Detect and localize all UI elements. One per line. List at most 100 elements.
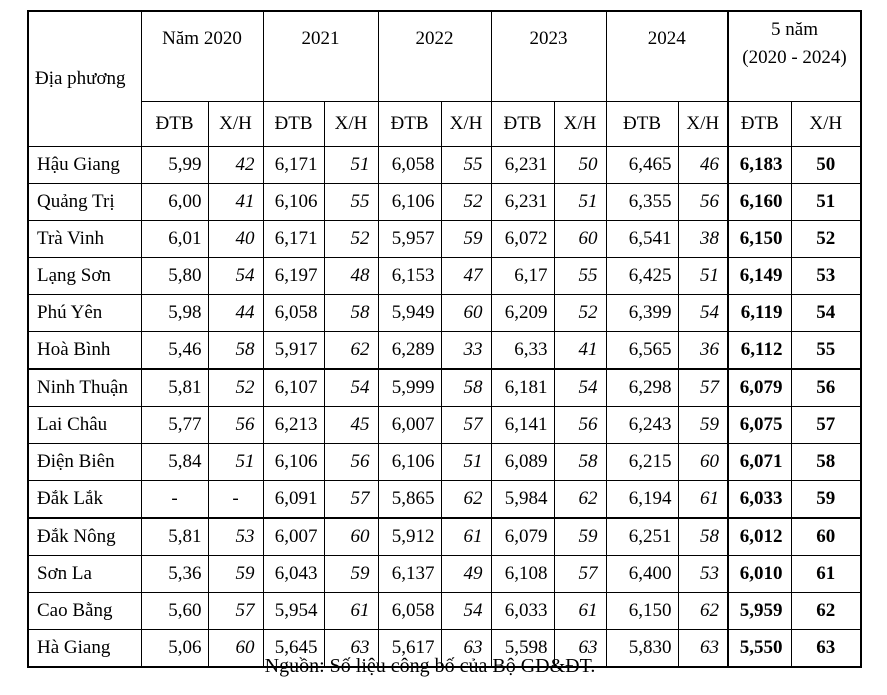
subheader-cell: X/H: [677, 101, 729, 147]
value-cell: 6,106: [377, 443, 442, 481]
value-cell: 38: [677, 220, 729, 258]
subheader-cell: ĐTB: [605, 101, 679, 147]
value-cell: 6,153: [377, 257, 442, 295]
value-cell: 6,213: [262, 406, 325, 444]
value-cell: 6,072: [490, 220, 555, 258]
value-cell: 51: [677, 257, 729, 295]
value-cell: 51: [440, 443, 492, 481]
value-cell: 6,089: [490, 443, 555, 481]
value-cell: 6,171: [262, 146, 325, 184]
value-cell: 6,197: [262, 257, 325, 295]
value-cell: 54: [207, 257, 264, 295]
value-cell: 6,106: [262, 443, 325, 481]
value-cell: 5,984: [490, 480, 555, 519]
value-cell: 6,181: [490, 368, 555, 407]
header-cell: Năm 2020: [140, 10, 264, 102]
value-cell: 6,075: [727, 406, 792, 444]
value-cell: 52: [790, 220, 862, 258]
value-cell: 57: [790, 406, 862, 444]
subheader-cell: X/H: [790, 101, 862, 147]
value-cell: 6,058: [377, 592, 442, 630]
value-cell: 60: [677, 443, 729, 481]
value-cell: 5,865: [377, 480, 442, 519]
data-row: Điện Biên 5,84 51 6,106 56 6,106 51 6,089 58 6,21…: [27, 443, 862, 481]
value-cell: 50: [790, 146, 862, 184]
data-row: Đắk Nông 5,81 53 6,007 60 5,912 61 6,079 59 6,251…: [27, 517, 862, 556]
value-cell: 6,243: [605, 406, 679, 444]
value-cell: 59: [323, 555, 379, 593]
value-cell: 54: [677, 294, 729, 332]
region-cell: Đắk Lắk: [27, 480, 142, 519]
subheader-cell: X/H: [553, 101, 607, 147]
region-cell: Ninh Thuận: [27, 368, 142, 407]
region-cell: Sơn La: [27, 555, 142, 593]
value-cell: 5,957: [377, 220, 442, 258]
value-cell: 5,959: [727, 592, 792, 630]
subheader-row: ĐTB X/H ĐTB X/H ĐTB X/H ĐTB X/H ĐTB X/H ĐTB X/H: [28, 101, 862, 147]
value-cell: 6,106: [262, 183, 325, 221]
value-cell: 6,137: [377, 555, 442, 593]
value-cell: 62: [553, 480, 607, 519]
value-cell: 50: [553, 146, 607, 184]
value-cell: 5,917: [262, 331, 325, 370]
value-cell: 58: [790, 443, 862, 481]
value-cell: 59: [553, 517, 607, 556]
value-cell: 5,84: [140, 443, 209, 481]
value-cell: 53: [677, 555, 729, 593]
value-cell: 56: [790, 368, 862, 407]
value-cell: 61: [790, 555, 862, 593]
header-cell: 2021: [262, 10, 379, 102]
value-cell: -: [207, 480, 264, 519]
value-cell: 6,141: [490, 406, 555, 444]
value-cell: 57: [677, 368, 729, 407]
region-cell: Hoà Bình: [27, 331, 142, 370]
value-cell: 6,149: [727, 257, 792, 295]
value-cell: 57: [323, 480, 379, 519]
value-cell: 6,106: [377, 183, 442, 221]
value-cell: 61: [677, 480, 729, 519]
subheader-cell: ĐTB: [140, 101, 209, 147]
value-cell: 5,954: [262, 592, 325, 630]
header-cell: 2022: [377, 10, 492, 102]
value-cell: 5,830: [605, 629, 679, 668]
value-cell: 62: [677, 592, 729, 630]
value-cell: 58: [553, 443, 607, 481]
value-cell: 62: [440, 480, 492, 519]
header-cell: 5 năm (2020 - 2024): [726, 10, 862, 102]
value-cell: 42: [207, 146, 264, 184]
data-row: Hậu Giang 5,99 42 6,171 51 6,058 55 6,231 50 6,46…: [27, 146, 862, 184]
value-cell: 59: [677, 406, 729, 444]
value-cell: 54: [323, 368, 379, 407]
value-cell: 6,010: [727, 555, 792, 593]
value-cell: 44: [207, 294, 264, 332]
data-row: Ninh Thuận 5,81 52 6,107 54 5,999 58 6,181 54 6,2…: [27, 368, 862, 407]
value-cell: 6,108: [490, 555, 555, 593]
value-cell: 6,194: [605, 480, 679, 519]
value-cell: 36: [677, 331, 729, 370]
value-cell: 6,400: [605, 555, 679, 593]
value-cell: 52: [323, 220, 379, 258]
region-cell: Đắk Nông: [27, 517, 142, 556]
region-cell: Lai Châu: [27, 406, 142, 444]
value-cell: 6,209: [490, 294, 555, 332]
value-cell: 59: [207, 555, 264, 593]
value-cell: 6,465: [605, 146, 679, 184]
value-cell: 58: [207, 331, 264, 370]
value-cell: 51: [207, 443, 264, 481]
value-cell: 5,46: [140, 331, 209, 370]
value-cell: 56: [323, 443, 379, 481]
data-row: Hoà Bình 5,46 58 5,917 62 6,289 33 6,33 41 6,565 3…: [27, 331, 862, 370]
value-cell: 58: [440, 368, 492, 407]
value-cell: 56: [677, 183, 729, 221]
value-cell: 58: [677, 517, 729, 556]
value-cell: 55: [553, 257, 607, 295]
value-cell: 61: [323, 592, 379, 630]
value-cell: 57: [553, 555, 607, 593]
region-cell: Lạng Sơn: [27, 257, 142, 295]
header-cell: Địa phương: [27, 10, 142, 147]
subheader-cell: ĐTB: [727, 101, 792, 147]
region-cell: Hà Giang: [27, 629, 142, 668]
value-cell: 6,007: [377, 406, 442, 444]
value-cell: 41: [553, 331, 607, 370]
value-cell: 5,99: [140, 146, 209, 184]
